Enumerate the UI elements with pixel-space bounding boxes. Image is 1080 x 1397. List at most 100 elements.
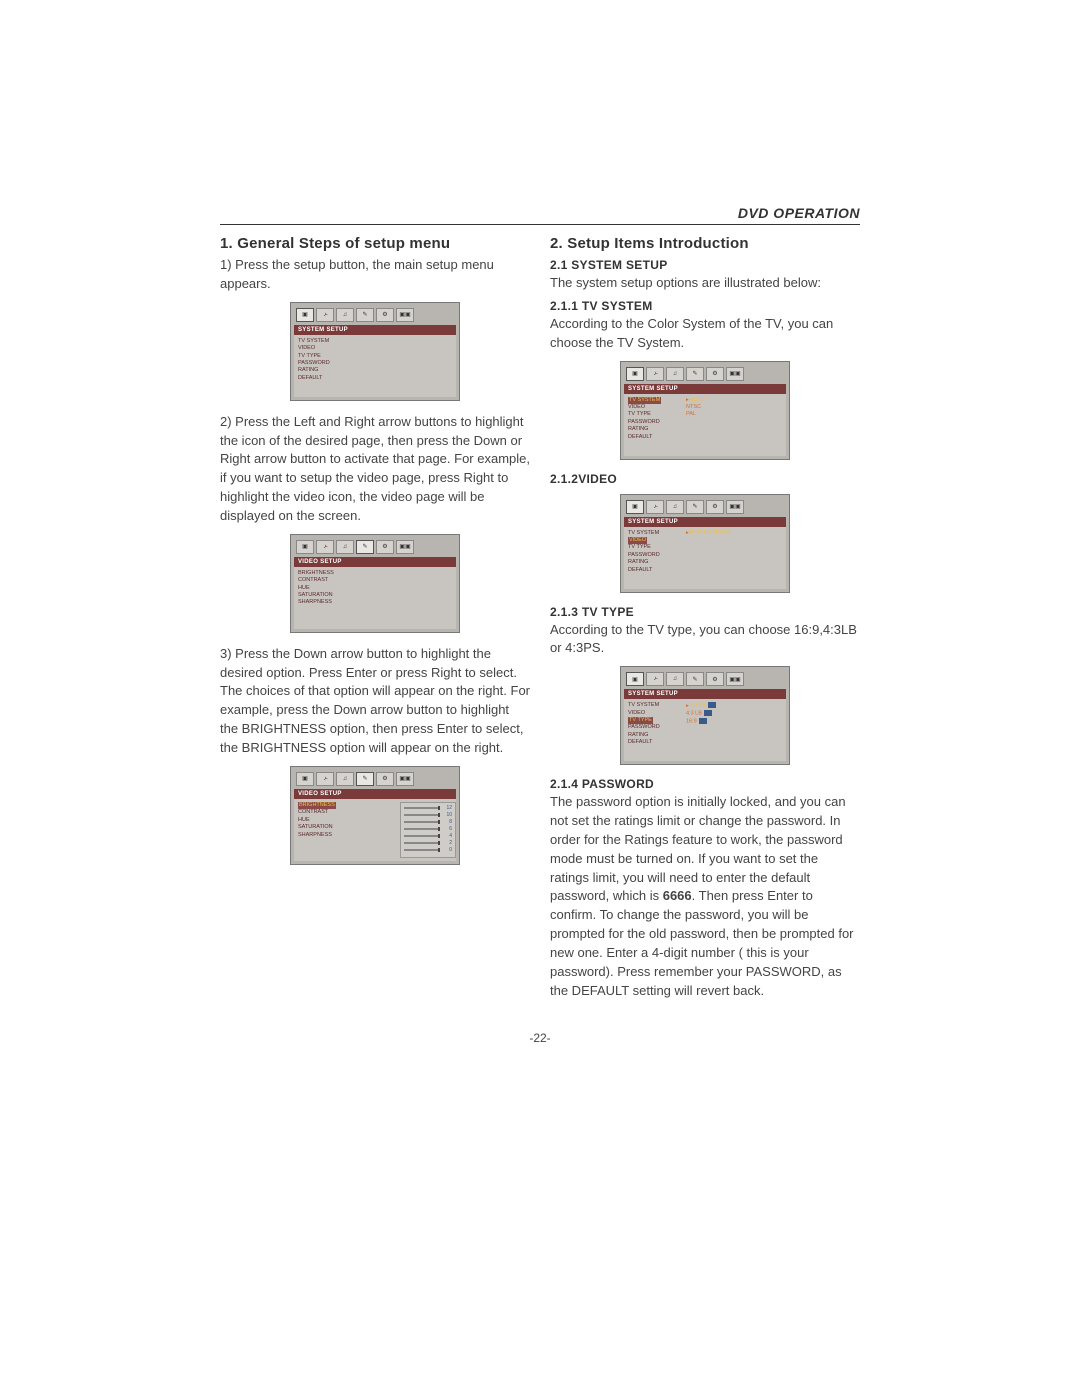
section-2-heading: 2. Setup Items Introduction <box>550 235 860 252</box>
manual-page: DVD OPERATION 1. General Steps of setup … <box>220 205 860 1045</box>
osd-menu-item: RATING <box>628 732 684 739</box>
osd-tab-icon: ▣▣ <box>396 540 414 554</box>
osd-menu-item: HUE <box>298 817 354 824</box>
osd-menu-item: TV TYPE <box>628 411 684 418</box>
osd-menu-list: TV SYSTEMVIDEOTV TYPEPASSWORDRATINGDEFAU… <box>624 530 684 586</box>
osd-slider-panel: 121086420 <box>400 802 456 858</box>
osd-tab-icon: ♪̵ <box>316 540 334 554</box>
osd-tab-icon: ⚙ <box>706 672 724 686</box>
osd-tab-icon: ♫ <box>336 308 354 322</box>
osd-option-item: 4:3 LB <box>686 710 716 718</box>
figure-tv-system: ▣♪̵♫✎⚙▣▣ SYSTEM SETUP TV SYSTEMVIDEOTV T… <box>550 361 860 460</box>
osd-option-item: P-SCAN YPBPR <box>686 530 731 537</box>
osd-menu-item: PASSWORD <box>628 724 684 731</box>
two-column-layout: 1. General Steps of setup menu 1) Press … <box>220 235 860 1007</box>
text-2-1-3: According to the TV type, you can choose… <box>550 621 860 659</box>
osd-title: SYSTEM SETUP <box>624 689 786 699</box>
osd-menu-list: BRIGHTNESSCONTRASTHUESATURATIONSHARPNESS <box>294 570 354 626</box>
osd-tab-icon: ▣ <box>296 308 314 322</box>
osd-menu-item: BRIGHTNESS <box>298 570 354 577</box>
page-header: DVD OPERATION <box>220 205 860 225</box>
osd-tab-icon: ♪̵ <box>646 672 664 686</box>
osd-tab-icon: ▣▣ <box>726 500 744 514</box>
figure-tv-type: ▣♪̵♫✎⚙▣▣ SYSTEM SETUP TV SYSTEMVIDEOTV T… <box>550 666 860 765</box>
step-2-text: 2) Press the Left and Right arrow button… <box>220 413 530 526</box>
osd-menu-item: VIDEO <box>628 710 684 717</box>
figure-2: ▣♪̵♫✎⚙▣▣ VIDEO SETUP BRIGHTNESSCONTRASTH… <box>220 534 530 633</box>
osd-menu-item: TV SYSTEM <box>628 702 684 709</box>
osd-tab-icon: ⚙ <box>706 367 724 381</box>
figure-3: ▣♪̵♫✎⚙▣▣ VIDEO SETUP BRIGHTNESSCONTRASTH… <box>220 766 530 865</box>
osd-menu-item: DEFAULT <box>628 434 684 441</box>
osd-tab-icon: ✎ <box>686 672 704 686</box>
osd-menu-item: VIDEO <box>298 345 354 352</box>
osd-tab-icon: ▣ <box>626 367 644 381</box>
osd-tab-icon: ♪̵ <box>316 772 334 786</box>
osd-menu-item: RATING <box>628 426 684 433</box>
osd-tab-icon: ▣ <box>296 540 314 554</box>
osd-tab-icon: ▣▣ <box>726 672 744 686</box>
osd-tab-icon: ♫ <box>336 772 354 786</box>
osd-menu-item: PASSWORD <box>628 419 684 426</box>
osd-slider-row: 2 <box>404 840 452 846</box>
osd-slider-row: 4 <box>404 833 452 839</box>
osd-menu-item: TV TYPE <box>628 717 653 724</box>
osd-tab-icon: ⚙ <box>376 540 394 554</box>
text-2-1: The system setup options are illustrated… <box>550 274 860 293</box>
right-column: 2. Setup Items Introduction 2.1 SYSTEM S… <box>550 235 860 1007</box>
osd-slider-row: 10 <box>404 812 452 818</box>
osd-menu-item: TV TYPE <box>298 353 354 360</box>
osd-menu-item: TV SYSTEM <box>298 338 354 345</box>
osd-menu-item: PASSWORD <box>628 552 684 559</box>
osd-menu-item: SATURATION <box>298 824 354 831</box>
osd-slider-row: 8 <box>404 819 452 825</box>
osd-tabs: ▣♪̵♫✎⚙▣▣ <box>294 306 456 325</box>
osd-menu-list: TV SYSTEMVIDEOTV TYPEPASSWORDRATINGDEFAU… <box>294 338 354 394</box>
figure-1: ▣♪̵♫✎⚙▣▣ SYSTEM SETUP TV SYSTEMVIDEOTV T… <box>220 302 530 401</box>
osd-option-item: 16:9 <box>686 718 716 726</box>
osd-tab-icon: ✎ <box>356 772 374 786</box>
osd-option-item: AUTO <box>686 397 705 404</box>
osd-menu-list: BRIGHTNESSCONTRASTHUESATURATIONSHARPNESS <box>294 802 354 858</box>
osd-tab-icon: ▣▣ <box>396 772 414 786</box>
osd-tab-icon: ⚙ <box>706 500 724 514</box>
osd-option-item: NTSC <box>686 404 705 411</box>
osd-tab-icon: ♪̵ <box>646 367 664 381</box>
osd-slider-row: 12 <box>404 805 452 811</box>
osd-video-setup: ▣♪̵♫✎⚙▣▣ VIDEO SETUP BRIGHTNESSCONTRASTH… <box>290 534 460 633</box>
password-text-c: . Then press Enter to confirm. To change… <box>550 888 854 997</box>
osd-title: VIDEO SETUP <box>294 557 456 567</box>
osd-menu-item: TV SYSTEM <box>628 530 684 537</box>
osd-menu-item: VIDEO <box>628 404 684 411</box>
osd-slider-row: 0 <box>404 847 452 853</box>
osd-menu-list: TV SYSTEMVIDEOTV TYPEPASSWORDRATINGDEFAU… <box>624 702 684 758</box>
osd-video-opt: ▣♪̵♫✎⚙▣▣ SYSTEM SETUP TV SYSTEMVIDEOTV T… <box>620 494 790 593</box>
osd-tv-type: ▣♪̵♫✎⚙▣▣ SYSTEM SETUP TV SYSTEMVIDEOTV T… <box>620 666 790 765</box>
osd-menu-item: RATING <box>298 367 354 374</box>
page-number: -22- <box>220 1031 860 1045</box>
osd-title: SYSTEM SETUP <box>624 384 786 394</box>
osd-title: SYSTEM SETUP <box>294 325 456 335</box>
osd-menu-item: TV TYPE <box>628 544 684 551</box>
osd-menu-item: SHARPNESS <box>298 599 354 606</box>
osd-tv-system: ▣♪̵♫✎⚙▣▣ SYSTEM SETUP TV SYSTEMVIDEOTV T… <box>620 361 790 460</box>
osd-tab-icon: ▣ <box>626 500 644 514</box>
subsection-2-1: 2.1 SYSTEM SETUP <box>550 258 860 272</box>
subsection-2-1-4: 2.1.4 PASSWORD <box>550 777 860 791</box>
osd-option-item: PAL <box>686 411 705 418</box>
figure-video: ▣♪̵♫✎⚙▣▣ SYSTEM SETUP TV SYSTEMVIDEOTV T… <box>550 494 860 593</box>
osd-title: SYSTEM SETUP <box>624 517 786 527</box>
osd-tab-icon: ⚙ <box>376 308 394 322</box>
subsection-2-1-3: 2.1.3 TV TYPE <box>550 605 860 619</box>
osd-tab-icon: ✎ <box>686 367 704 381</box>
subsection-2-1-2: 2.1.2VIDEO <box>550 472 860 486</box>
step-1-text: 1) Press the setup button, the main setu… <box>220 256 530 294</box>
osd-menu-item: CONTRAST <box>298 809 354 816</box>
osd-menu-item: VIDEO <box>628 537 647 544</box>
osd-tab-icon: ♪̵ <box>316 308 334 322</box>
osd-menu-item: SHARPNESS <box>298 832 354 839</box>
step-3-text: 3) Press the Down arrow button to highli… <box>220 645 530 758</box>
osd-system-setup: ▣♪̵♫✎⚙▣▣ SYSTEM SETUP TV SYSTEMVIDEOTV T… <box>290 302 460 401</box>
osd-menu-item: BRIGHTNESS <box>298 802 336 809</box>
osd-menu-item: SATURATION <box>298 592 354 599</box>
